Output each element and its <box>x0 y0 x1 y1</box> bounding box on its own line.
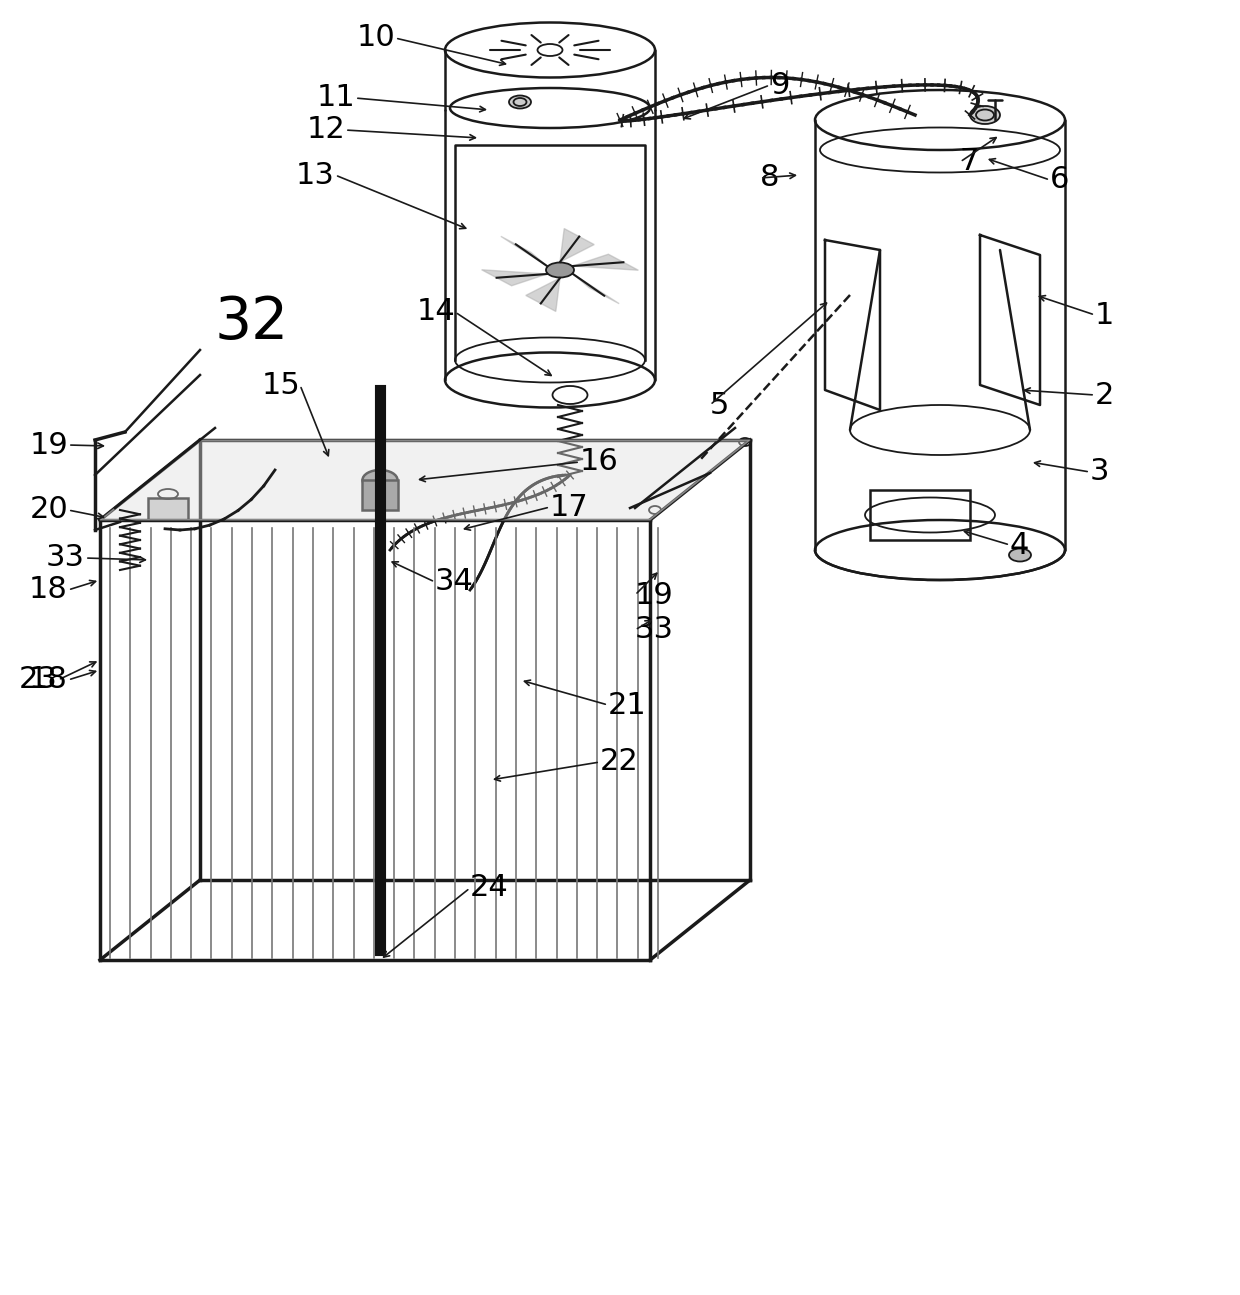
Text: 9: 9 <box>770 70 790 100</box>
Text: 12: 12 <box>306 115 345 145</box>
Text: 22: 22 <box>600 747 639 777</box>
Bar <box>362 480 398 510</box>
Text: 11: 11 <box>316 83 355 113</box>
Polygon shape <box>573 254 639 271</box>
Ellipse shape <box>546 263 574 277</box>
Text: 23: 23 <box>19 666 58 694</box>
Ellipse shape <box>970 106 999 124</box>
Text: 10: 10 <box>356 23 396 53</box>
Text: 8: 8 <box>760 163 780 193</box>
Text: 3: 3 <box>1090 457 1110 487</box>
Text: 33: 33 <box>635 615 675 645</box>
Text: 24: 24 <box>470 874 508 903</box>
Ellipse shape <box>1009 549 1030 562</box>
Text: 4: 4 <box>1011 531 1029 559</box>
Text: 2: 2 <box>1095 381 1115 409</box>
Text: 1: 1 <box>1095 300 1115 329</box>
Text: 20: 20 <box>30 496 68 524</box>
Text: 18: 18 <box>29 575 68 605</box>
Text: 7: 7 <box>960 148 980 176</box>
Text: 14: 14 <box>417 298 455 326</box>
Text: 19: 19 <box>30 430 68 460</box>
Polygon shape <box>560 228 594 262</box>
Text: 13: 13 <box>296 161 335 189</box>
Polygon shape <box>100 440 750 521</box>
Text: 34: 34 <box>435 567 474 597</box>
Text: 5: 5 <box>711 391 729 420</box>
Polygon shape <box>481 269 547 286</box>
Polygon shape <box>573 275 619 303</box>
Polygon shape <box>526 278 560 311</box>
Polygon shape <box>501 236 547 265</box>
Text: 18: 18 <box>29 666 68 694</box>
Ellipse shape <box>508 96 531 109</box>
Text: 32: 32 <box>215 294 289 351</box>
Bar <box>870 490 970 540</box>
Text: 15: 15 <box>262 370 300 399</box>
Text: 16: 16 <box>580 448 619 477</box>
Text: 21: 21 <box>608 690 647 720</box>
Text: 33: 33 <box>46 544 86 572</box>
Text: 6: 6 <box>1050 166 1069 194</box>
Bar <box>148 499 188 521</box>
Text: 17: 17 <box>551 492 589 522</box>
Text: 19: 19 <box>635 580 673 610</box>
Ellipse shape <box>362 470 398 490</box>
